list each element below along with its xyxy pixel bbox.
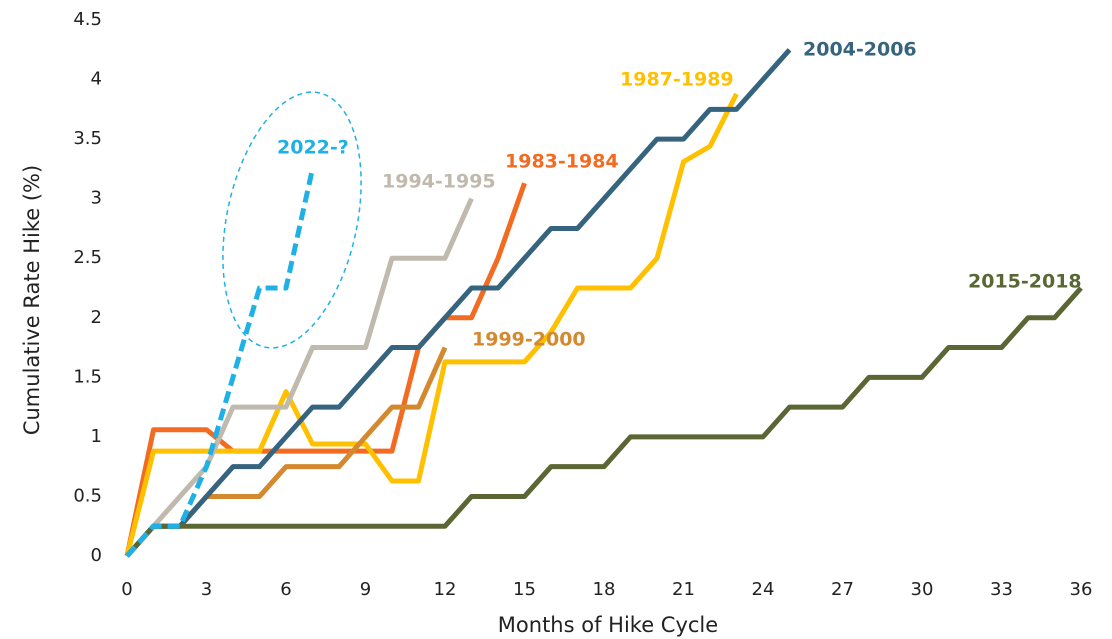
x-tick-label: 27 [831, 579, 854, 600]
series-line [125, 48, 792, 558]
y-tick-label: 4 [91, 69, 102, 90]
y-tick-label: 2.5 [73, 247, 102, 268]
x-tick-label: 15 [513, 579, 536, 600]
x-tick-label: 0 [121, 579, 132, 600]
y-tick-label: 3.5 [73, 128, 102, 149]
series-line [124, 92, 739, 557]
series-label: 1994-1995 [382, 171, 496, 193]
x-tick-label: 3 [201, 579, 212, 600]
series-line [125, 197, 474, 558]
series-label: 2022-? [277, 137, 349, 159]
x-tick-label: 36 [1070, 579, 1093, 600]
series-label: 1987-1989 [620, 69, 734, 91]
x-tick-label: 18 [593, 579, 616, 600]
series-line [125, 286, 1083, 558]
x-tick-label: 24 [752, 579, 775, 600]
x-tick-label: 6 [280, 579, 291, 600]
x-tick-label: 21 [672, 579, 695, 600]
y-tick-label: 1 [91, 426, 102, 447]
series-label: 1983-1984 [505, 151, 619, 173]
x-tick-label: 12 [434, 579, 457, 600]
highlight-ellipse [222, 91, 362, 349]
series-label: 2004-2006 [803, 39, 917, 61]
series-label: 2015-2018 [968, 271, 1082, 293]
x-axis-title: Months of Hike Cycle [498, 613, 718, 637]
y-tick-label: 4.5 [73, 9, 102, 30]
y-tick-label: 0 [91, 545, 102, 566]
y-tick-label: 3 [91, 188, 102, 209]
series-line [124, 182, 527, 557]
y-tick-label: 2 [91, 307, 102, 328]
x-tick-label: 9 [360, 579, 371, 600]
y-tick-label: 1.5 [73, 366, 102, 387]
y-tick-label: 0.5 [73, 485, 102, 506]
series-label: 1999-2000 [472, 329, 586, 351]
x-tick-label: 30 [911, 579, 934, 600]
series-line [125, 168, 315, 558]
y-axis-title: Cumulative Rate Hike (%) [20, 165, 44, 435]
x-tick-label: 33 [990, 579, 1013, 600]
